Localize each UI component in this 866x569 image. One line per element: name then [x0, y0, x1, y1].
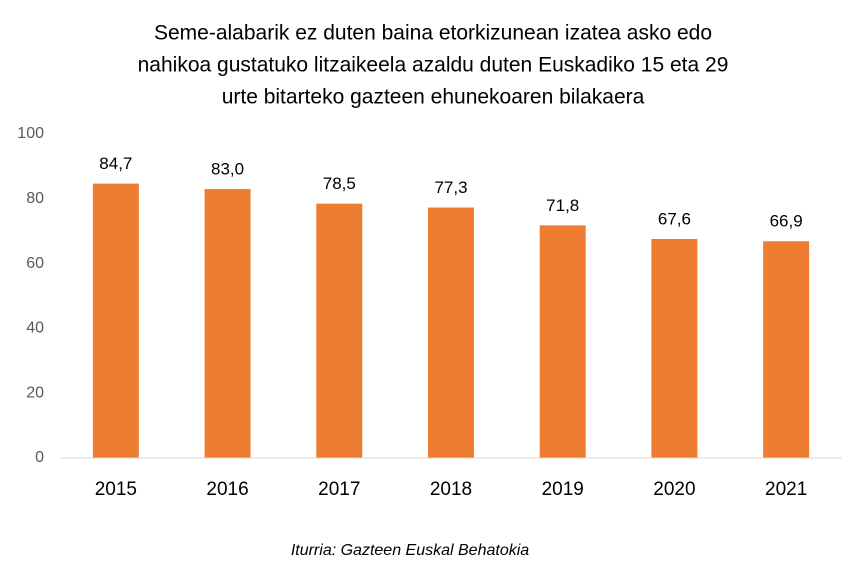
bar [428, 207, 474, 458]
bar [651, 238, 698, 458]
source-note: Iturria: Gazteen Euskal Behatokia [291, 542, 529, 559]
y-tick-label: 80 [26, 190, 44, 207]
x-tick-label: 2017 [318, 479, 360, 500]
chart-title: nahikoa gustatuko litzaikeela azaldu dut… [138, 54, 729, 77]
bar [204, 189, 251, 458]
y-tick-label: 60 [26, 255, 44, 272]
x-tick-label: 2015 [95, 479, 137, 500]
chart-title: urte bitarteko gazteen ehunekoaren bilak… [222, 86, 645, 109]
value-label: 78,5 [323, 174, 356, 193]
value-label: 71,8 [546, 196, 579, 215]
x-tick-label: 2019 [542, 479, 584, 500]
value-label: 77,3 [434, 178, 467, 197]
chart-title: Seme-alabarik ez duten baina etorkizunea… [154, 22, 712, 45]
x-tick-label: 2020 [653, 479, 695, 500]
x-tick-label: 2021 [765, 479, 807, 500]
value-label: 83,0 [211, 160, 244, 179]
y-tick-label: 100 [17, 125, 44, 142]
y-tick-label: 40 [26, 320, 44, 337]
x-tick-label: 2018 [430, 479, 472, 500]
bar [763, 241, 810, 458]
value-label: 67,6 [658, 209, 691, 228]
y-tick-label: 20 [26, 384, 44, 401]
y-tick-label: 0 [35, 449, 44, 466]
bar [539, 225, 586, 458]
value-label: 84,7 [99, 154, 132, 173]
bar [316, 203, 363, 458]
bar [92, 183, 139, 458]
value-label: 66,9 [770, 212, 803, 231]
x-tick-label: 2016 [206, 479, 248, 500]
